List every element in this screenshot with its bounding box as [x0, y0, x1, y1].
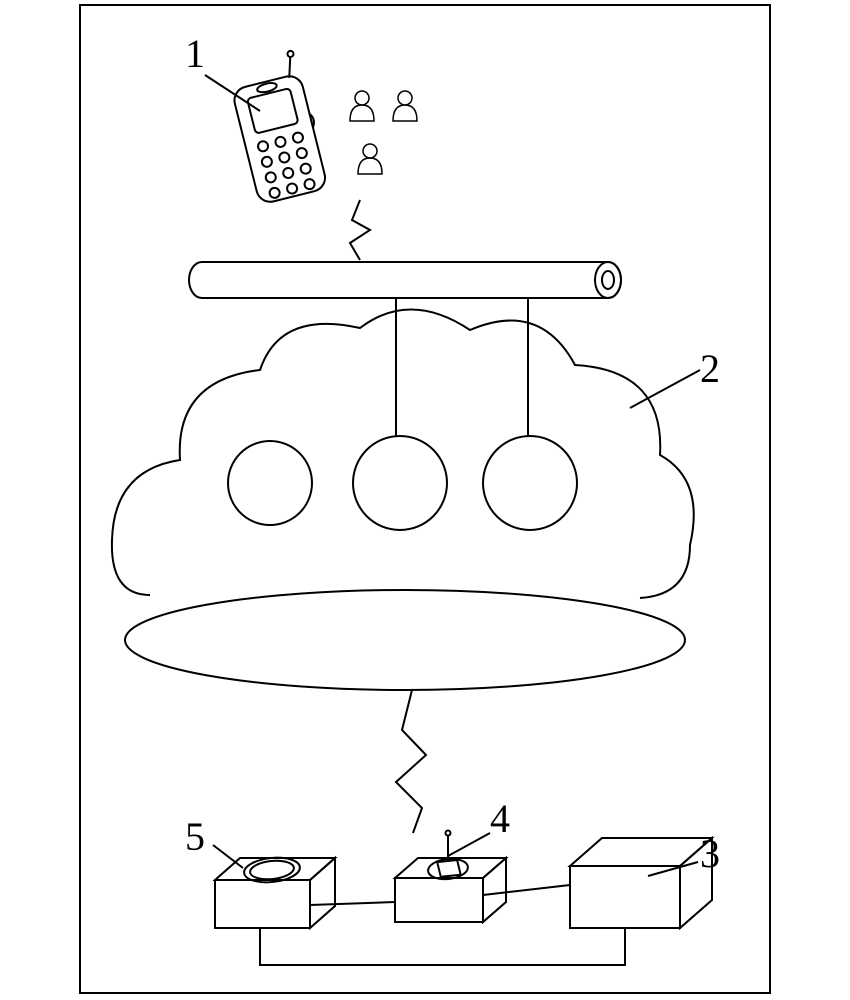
person-icon [358, 144, 382, 174]
cloud-shape [112, 309, 694, 598]
leader-1 [205, 75, 260, 111]
leader-4 [448, 833, 490, 856]
label-5: 5 [185, 813, 205, 860]
iso-box-left [215, 855, 335, 928]
diagram-svg [0, 0, 850, 1000]
outer-frame [80, 5, 770, 993]
person-icon [350, 91, 374, 121]
iso-box-right [570, 838, 712, 928]
user-icon-group [350, 91, 417, 174]
label-2: 2 [700, 345, 720, 392]
leader-3 [648, 862, 698, 876]
cloud-inner-circle [483, 436, 577, 530]
edge-mid-right [483, 885, 570, 895]
label-1: 1 [185, 30, 205, 77]
wireless-link-top [350, 200, 370, 260]
system-diagram [0, 0, 850, 1000]
edge-left-right-under [260, 928, 625, 965]
pipe-cylinder [189, 262, 621, 298]
phone-device [226, 49, 331, 204]
cloud-inner-circle [353, 436, 447, 530]
label-4: 4 [490, 795, 510, 842]
person-icon [393, 91, 417, 121]
iso-box-mid [395, 831, 506, 923]
cloud-base-ellipse [125, 590, 685, 690]
edge-left-mid [310, 902, 395, 905]
label-3: 3 [700, 830, 720, 877]
wireless-link-bottom [396, 690, 426, 833]
cloud-inner-circle [228, 441, 312, 525]
leader-5 [213, 845, 243, 868]
